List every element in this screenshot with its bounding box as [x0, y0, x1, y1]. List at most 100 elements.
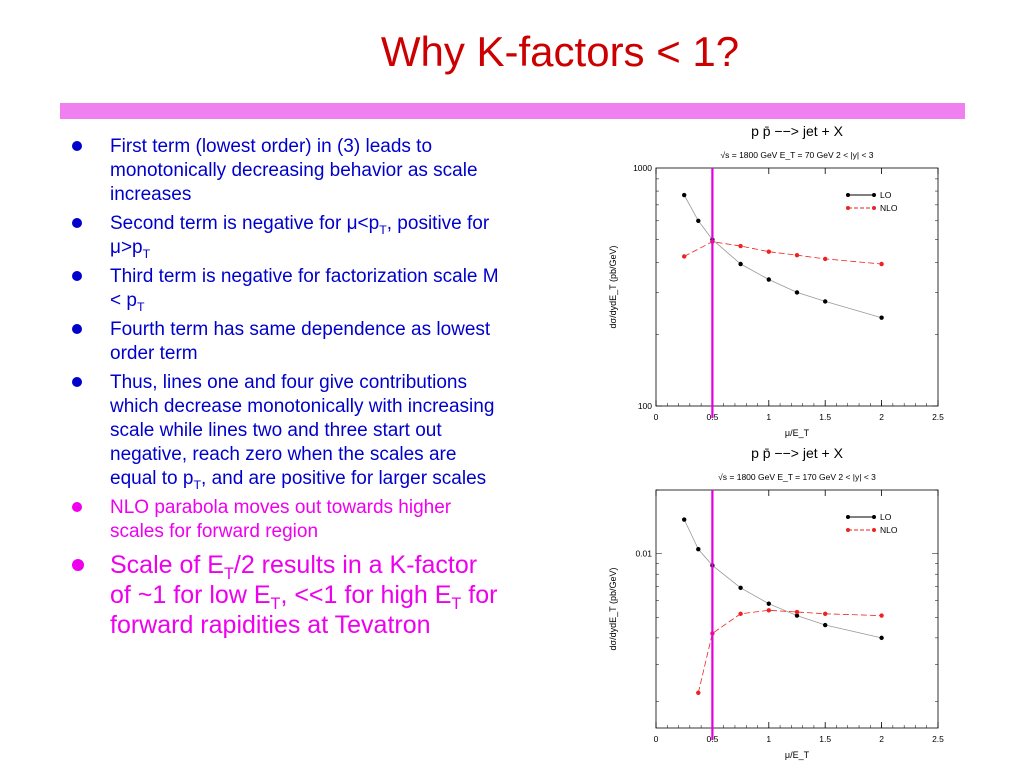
bullet-text: Scale of E	[110, 551, 224, 579]
bullet-text: μ	[346, 213, 358, 234]
bullet-text: >p	[120, 237, 143, 258]
bullet-text: NLO parabola moves out towards higher sc…	[110, 497, 452, 542]
legend-marker	[872, 515, 876, 519]
legend-marker	[846, 193, 850, 197]
data-point-lo	[823, 299, 828, 304]
bullet-text: Third term is negative for factorization…	[110, 266, 499, 311]
data-point-nlo	[823, 256, 828, 262]
x-tick-label: 0	[654, 412, 659, 422]
subscript: T	[193, 477, 202, 492]
x-tick-label: 1	[766, 734, 771, 744]
y-axis-label: dσ/dydE_T (pb/GeV)	[608, 246, 618, 329]
legend-marker	[872, 528, 876, 532]
legend-label: NLO	[880, 525, 898, 535]
legend-marker	[872, 193, 876, 197]
bullet-text: Fourth term has same dependence as lowes…	[110, 319, 491, 364]
bullet-text: <p	[357, 213, 380, 234]
data-point-nlo	[794, 253, 800, 258]
chart-subtitle: √s = 1800 GeV E_T = 170 GeV 2 < |y| < 3	[718, 472, 876, 482]
data-point-nlo	[766, 249, 771, 254]
bullet-dot-icon	[72, 324, 82, 334]
legend-marker	[872, 206, 876, 210]
data-point-nlo	[823, 611, 828, 616]
data-point-nlo	[738, 243, 743, 249]
y-tick-label: 0.01	[635, 549, 652, 559]
x-tick-label: 1.5	[819, 412, 831, 422]
legend-label: LO	[880, 512, 892, 522]
bullet-text: , <<1 for high E	[280, 581, 452, 609]
plot-frame	[655, 489, 939, 729]
series-line-lo	[683, 519, 882, 639]
chart-subtitle: √s = 1800 GeV E_T = 70 GeV 2 < |y| < 3	[720, 150, 873, 160]
data-point-nlo	[738, 611, 743, 616]
bullet-dot-icon	[72, 271, 82, 281]
bullet-dot-icon	[72, 377, 82, 387]
title-divider	[60, 103, 965, 119]
chart-et170: p p̄ −−> jet + X √s = 1800 GeV E_T = 170 …	[600, 440, 980, 770]
subscript: T	[270, 595, 281, 613]
data-point-lo	[696, 218, 701, 223]
data-point-lo	[766, 601, 771, 606]
data-point-lo	[879, 635, 884, 641]
data-point-nlo	[879, 613, 884, 618]
bullet-dot-icon	[72, 559, 84, 571]
x-tick-label: 1	[766, 412, 771, 422]
slide-title: Why K-factors < 1?	[380, 28, 740, 75]
x-tick-label: 2.5	[932, 412, 944, 422]
x-tick-label: 0	[654, 734, 659, 744]
data-point-lo	[682, 192, 687, 198]
plot-frame	[655, 167, 939, 407]
data-point-lo	[794, 613, 800, 618]
subscript: T	[223, 565, 234, 583]
chart-title: p p̄ −−> jet + X	[751, 445, 844, 461]
data-point-nlo	[879, 261, 884, 267]
bullet-text: Second term is negative for	[110, 213, 347, 234]
chart-title: p p̄ −−> jet + X	[751, 123, 844, 139]
data-point-lo	[823, 622, 828, 628]
legend-label: LO	[880, 190, 892, 200]
x-tick-label: 1.5	[819, 734, 831, 744]
data-point-lo	[879, 315, 884, 320]
subscript: T	[451, 595, 462, 613]
data-point-nlo	[794, 609, 800, 615]
chart-et70: p p̄ −−> jet + X √s = 1800 GeV E_T = 70 G…	[600, 118, 980, 448]
bullet-dot-icon	[72, 141, 82, 151]
bullet-text: , and are positive for larger scales	[201, 468, 487, 489]
subscript: T	[136, 299, 145, 314]
data-point-lo	[766, 277, 771, 282]
chart-et170-svg: p p̄ −−> jet + X √s = 1800 GeV E_T = 170 …	[608, 445, 944, 760]
subscript: T	[142, 246, 151, 261]
bullet-text: /2 results in a K-factor of ~1 for low E	[110, 551, 478, 609]
data-point-lo	[794, 290, 800, 295]
series-line-nlo	[697, 609, 882, 693]
y-axis-label: dσ/dydE_T (pb/GeV)	[608, 568, 618, 651]
series-line-lo	[683, 194, 882, 319]
data-point-nlo	[682, 254, 687, 259]
x-tick-label: 2	[879, 734, 884, 744]
series-line-nlo	[684, 241, 882, 265]
x-tick-label: 2.5	[932, 734, 944, 744]
x-tick-label: 2	[879, 412, 884, 422]
bullet-text: , positive for	[386, 213, 490, 234]
legend-label: NLO	[880, 203, 898, 213]
x-axis-label: μ/E_T	[785, 750, 810, 760]
y-tick-label: 100	[638, 401, 652, 411]
bullet-item: Thus, lines one and four give contributi…	[70, 371, 500, 491]
bullet-item: Third term is negative for factorization…	[70, 265, 500, 313]
bullet-item: Scale of ET/2 results in a K-factor of ~…	[70, 550, 500, 640]
legend-marker	[846, 528, 850, 532]
bullet-text: First term (lowest order) in (3) leads t…	[110, 136, 478, 205]
bullet-dot-icon	[72, 218, 82, 228]
x-axis-label: μ/E_T	[785, 428, 810, 438]
bullet-text: Thus, lines one and four give contributi…	[110, 372, 495, 489]
bullet-item: Fourth term has same dependence as lowes…	[70, 318, 500, 366]
bullet-item: NLO parabola moves out towards higher sc…	[70, 496, 500, 544]
bullet-dot-icon	[72, 502, 82, 512]
data-point-lo	[738, 585, 743, 590]
data-point-lo	[696, 547, 701, 552]
bullet-text: μ	[110, 237, 121, 258]
bullet-item: First term (lowest order) in (3) leads t…	[70, 135, 500, 207]
bullet-item: Second term is negative for μ<pT, positi…	[70, 212, 500, 260]
legend-marker	[846, 515, 850, 519]
subscript: T	[379, 222, 387, 237]
